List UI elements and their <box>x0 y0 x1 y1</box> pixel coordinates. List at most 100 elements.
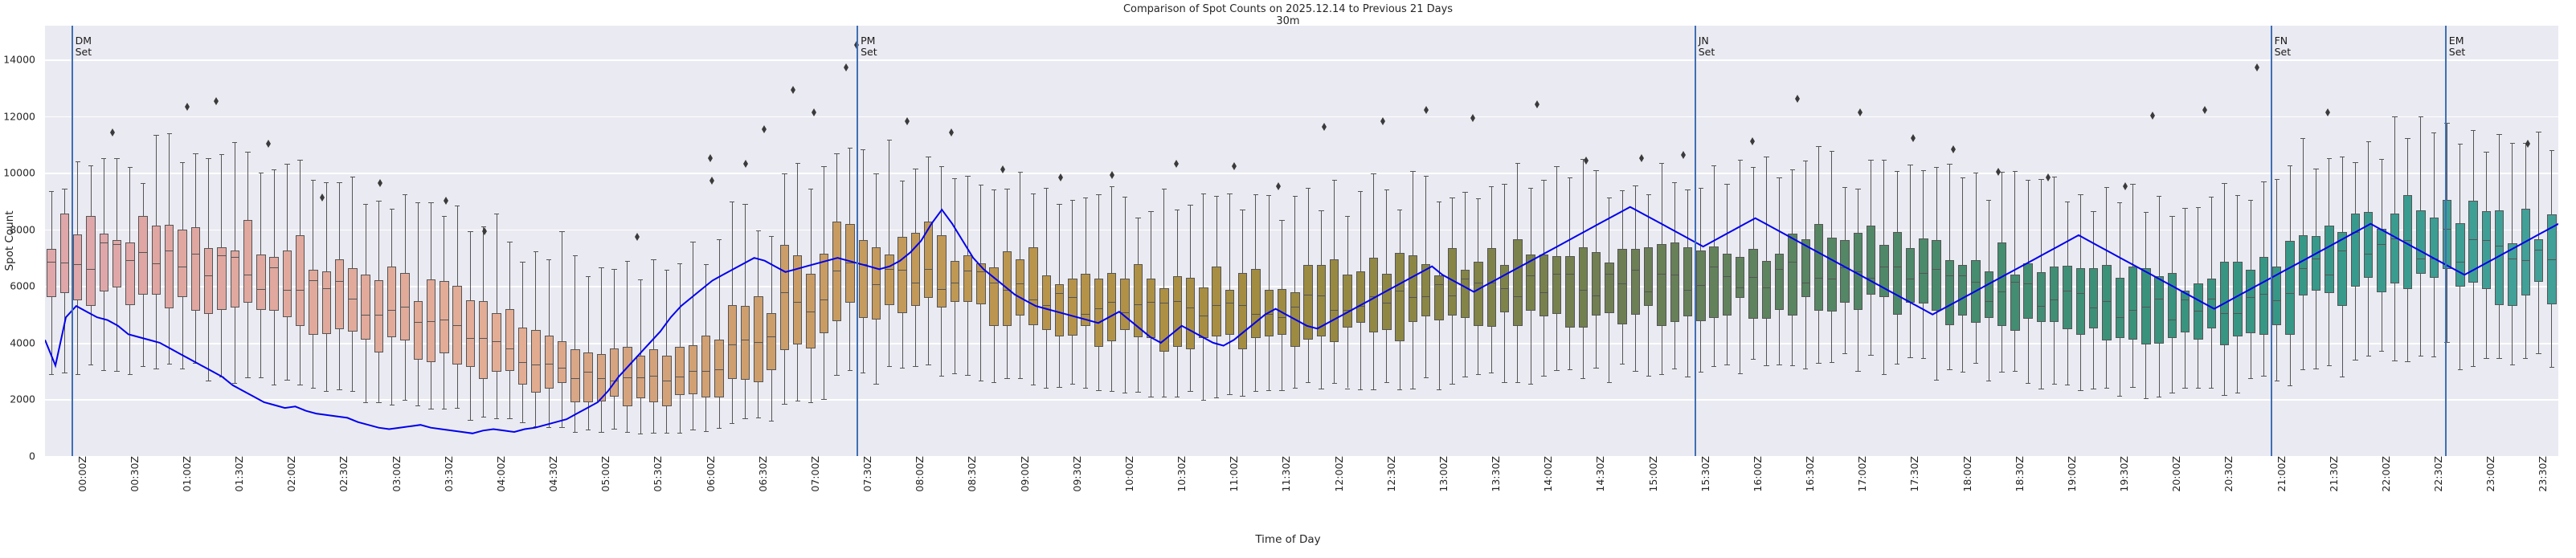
boxplot-median <box>230 257 239 259</box>
whisker-cap <box>1069 383 1076 385</box>
whisker-cap <box>1633 185 1638 186</box>
boxplot-box <box>2350 213 2361 287</box>
outlier-marker <box>1638 153 1644 158</box>
boxplot-box <box>819 254 829 334</box>
whisker-cap <box>2025 383 2031 385</box>
outlier-marker <box>2325 112 2331 117</box>
whisker-cap <box>1999 171 2005 173</box>
boxplot-box <box>2442 199 2452 270</box>
boxplot-box <box>1486 247 1496 327</box>
boxplot-box <box>1683 246 1693 317</box>
whisker-cap <box>245 152 251 153</box>
boxplot-box <box>1094 279 1104 347</box>
boxplot-median <box>2298 268 2308 270</box>
whisker-cap <box>1096 390 1102 391</box>
whisker-cap <box>2536 353 2541 355</box>
whisker-cap <box>1188 205 1193 206</box>
outlier-marker <box>1583 157 1589 161</box>
boxplot-median <box>2455 261 2465 263</box>
boxplot-box <box>1159 288 1169 352</box>
whisker-cap <box>1030 193 1037 194</box>
whisker-cap <box>847 369 853 371</box>
boxplot-box <box>1539 254 1549 316</box>
event-label-em-set: EM Set <box>2448 35 2466 58</box>
whisker-cap <box>1789 365 1796 367</box>
box-whisker <box>666 269 668 434</box>
boxplot-box <box>1107 273 1117 341</box>
whisker-cap <box>1122 197 1128 198</box>
boxplot-median <box>2128 310 2138 312</box>
boxplot-median <box>1696 285 1706 287</box>
x-tick-label: 12:30Z <box>1384 456 1397 492</box>
box-whisker <box>718 239 720 429</box>
whisker-cap <box>1947 163 1952 165</box>
whisker-cap <box>1109 391 1114 393</box>
boxplot-box <box>1866 225 1876 295</box>
whisker-cap <box>611 268 617 270</box>
box-whisker <box>2014 170 2016 372</box>
whisker-cap <box>768 235 775 237</box>
boxplot-median <box>1853 271 1863 272</box>
whisker-cap <box>1527 188 1534 189</box>
whisker-cap <box>350 390 356 392</box>
boxplot-box <box>1330 259 1339 343</box>
whisker-cap <box>1319 210 1324 211</box>
whisker-cap <box>1816 362 1822 364</box>
whisker-cap <box>1737 373 1743 374</box>
boxplot-median <box>557 367 567 369</box>
whisker-cap <box>1069 200 1076 202</box>
outlier-marker <box>1276 181 1282 186</box>
boxplot-median <box>1421 296 1431 298</box>
whisker-cap <box>2222 395 2227 397</box>
boxplot-box <box>1185 277 1196 349</box>
boxplot-box <box>2036 271 2046 322</box>
boxplot-median <box>2194 310 2203 312</box>
boxplot-median <box>138 251 148 253</box>
whisker-cap <box>991 189 997 190</box>
outlier-marker <box>1424 109 1429 114</box>
y-gridline <box>45 286 2558 287</box>
whisker-cap <box>1737 160 1743 161</box>
whisker-cap <box>2378 159 2385 161</box>
outlier-marker <box>2123 185 2128 190</box>
outlier-marker <box>1535 100 1540 104</box>
boxplot-box <box>923 222 934 299</box>
boxplot-median <box>1526 275 1535 276</box>
whisker-cap <box>821 166 827 168</box>
whisker-cap <box>1410 171 1416 173</box>
whisker-cap <box>1698 372 1704 373</box>
y-tick-label: 4000 <box>10 336 35 349</box>
outlier-marker <box>1996 168 2002 173</box>
boxplot-median <box>374 315 384 316</box>
boxplot-median <box>2036 305 2046 307</box>
whisker-cap <box>1200 399 1206 401</box>
whisker-cap <box>2169 215 2175 217</box>
whisker-cap <box>2143 397 2149 399</box>
boxplot-median <box>2141 307 2151 308</box>
whisker-cap <box>1777 177 1782 179</box>
outlier-marker <box>266 140 272 145</box>
outlier-marker <box>844 67 849 71</box>
whisker-cap <box>1292 388 1298 389</box>
whisker-cap <box>1279 219 1285 221</box>
whisker-cap <box>389 209 395 210</box>
outlier-marker <box>949 132 955 136</box>
boxplot-median <box>73 263 83 265</box>
outlier-marker <box>1996 172 2002 177</box>
whisker-cap <box>284 379 290 381</box>
boxplot-median <box>1028 299 1038 301</box>
outlier-marker <box>2525 140 2530 145</box>
whisker-cap <box>376 200 382 202</box>
boxplot-box <box>1212 266 1221 336</box>
whisker-cap <box>101 158 107 160</box>
whisker-cap <box>861 149 866 150</box>
boxplot-median <box>400 306 410 308</box>
boxplot-box <box>203 247 214 315</box>
boxplot-median <box>1343 309 1352 311</box>
boxplot-box <box>1041 275 1051 330</box>
boxplot-box <box>1736 257 1745 299</box>
outlier-marker <box>790 86 795 91</box>
boxplot-box <box>2128 266 2138 340</box>
whisker-cap <box>1371 173 1376 174</box>
whisker-cap <box>2300 138 2306 140</box>
